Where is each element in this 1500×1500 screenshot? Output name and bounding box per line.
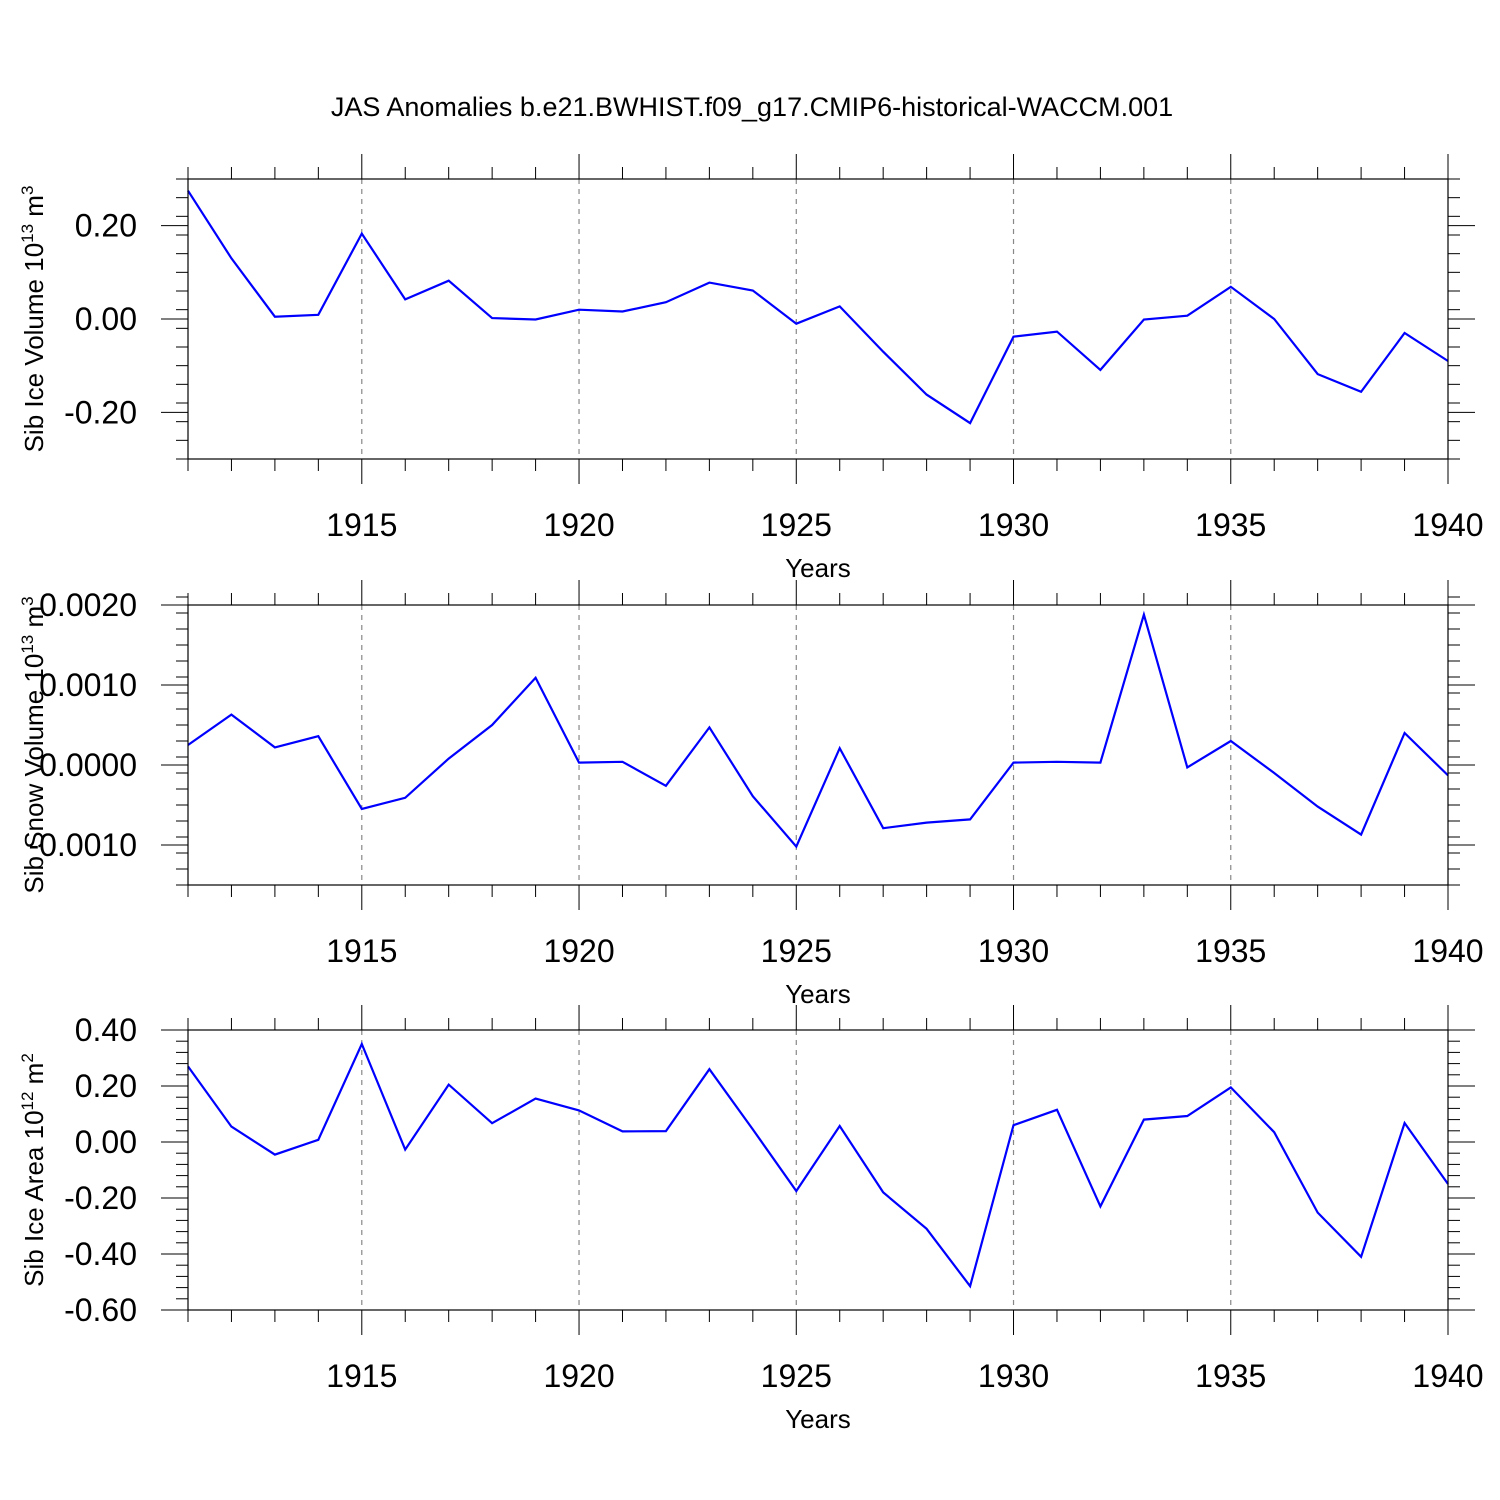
y-axis-label-part: m [19, 195, 49, 224]
x-tick-label: 1920 [543, 507, 614, 543]
y-tick-label: 0.20 [75, 208, 137, 244]
y-axis-label-superscript: 3 [18, 596, 37, 605]
x-tick-label: 1930 [978, 1358, 1049, 1394]
series-line-1 [187, 190, 1449, 425]
y-axis-label-superscript: 12 [18, 1092, 37, 1111]
x-tick-label: 1935 [1195, 507, 1266, 543]
x-tick-label: 1940 [1412, 933, 1483, 969]
y-axis-label-part: Sib Ice Volume 10 [19, 243, 49, 453]
x-tick-label: 1915 [326, 933, 397, 969]
x-tick-label: 1935 [1195, 933, 1266, 969]
y-axis-label-superscript: 13 [18, 635, 37, 654]
y-tick-label: 0.0010 [39, 667, 137, 703]
y-tick-label: 0.0000 [39, 747, 137, 783]
y-axis-label-part: Sib Ice Area 10 [19, 1110, 49, 1286]
x-tick-label: 1925 [761, 933, 832, 969]
panels: -0.20 0.00 0.20 1915 1920 1925 1930 1935 1940 Yea… [18, 154, 1484, 1434]
x-axis-label: Years [785, 979, 851, 1009]
x-tick-label: 1925 [761, 1358, 832, 1394]
x-tick-label: 1930 [978, 933, 1049, 969]
y-tick-label: -0.0010 [28, 827, 137, 863]
x-tick-label: 1920 [543, 933, 614, 969]
plot-frame [187, 604, 1449, 886]
x-axis-label: Years [785, 553, 851, 583]
chart-panel-1: -0.20 0.00 0.20 1915 1920 1925 1930 1935 1940 Yea… [18, 154, 1484, 583]
y-tick-label: -0.20 [64, 394, 137, 430]
y-axis-label: Sib Snow Volume 1013 m3 [18, 596, 49, 893]
y-tick-label: 0.00 [75, 1124, 137, 1160]
y-axis-label: Sib Ice Area 1012 m2 [18, 1053, 49, 1287]
x-tick-label: 1915 [326, 1358, 397, 1394]
y-axis-label-part: Sib Snow Volume 10 [19, 654, 49, 894]
y-axis-label: Sib Ice Volume 1013 m3 [18, 186, 49, 453]
chart-panel-2: -0.0010 0.0000 0.0010 0.0020 1915 1920 1925 193… [18, 580, 1484, 1009]
x-tick-label: 1925 [761, 507, 832, 543]
x-tick-label: 1940 [1412, 507, 1483, 543]
x-axis-label: Years [785, 1404, 851, 1434]
y-tick-label: 0.00 [75, 301, 137, 337]
y-tick-label: 0.20 [75, 1068, 137, 1104]
y-tick-label: 0.0020 [39, 587, 137, 623]
series-line-1 [187, 1041, 1449, 1289]
chart-panel-3: -0.60 -0.40 -0.20 0.00 0.20 0.40 1915 1920 1925 1… [18, 1005, 1484, 1434]
y-tick-label: 0.40 [75, 1012, 137, 1048]
plot-frame [187, 178, 1449, 460]
plot-frame [187, 1029, 1449, 1311]
y-axis-label-superscript: 13 [18, 224, 37, 243]
x-tick-label: 1940 [1412, 1358, 1483, 1394]
figure-title: JAS Anomalies b.e21.BWHIST.f09_g17.CMIP6… [331, 92, 1173, 122]
y-axis-label-part: m [19, 606, 49, 635]
y-axis-label-part: m [19, 1063, 49, 1092]
y-axis-label-superscript: 2 [18, 1053, 37, 1062]
y-axis-label-superscript: 3 [18, 186, 37, 195]
y-tick-label: -0.20 [64, 1180, 137, 1216]
x-tick-label: 1930 [978, 507, 1049, 543]
x-tick-label: 1935 [1195, 1358, 1266, 1394]
series-line-1 [187, 610, 1449, 849]
x-tick-label: 1915 [326, 507, 397, 543]
x-tick-label: 1920 [543, 1358, 614, 1394]
y-tick-label: -0.40 [64, 1236, 137, 1272]
y-tick-label: -0.60 [64, 1292, 137, 1328]
